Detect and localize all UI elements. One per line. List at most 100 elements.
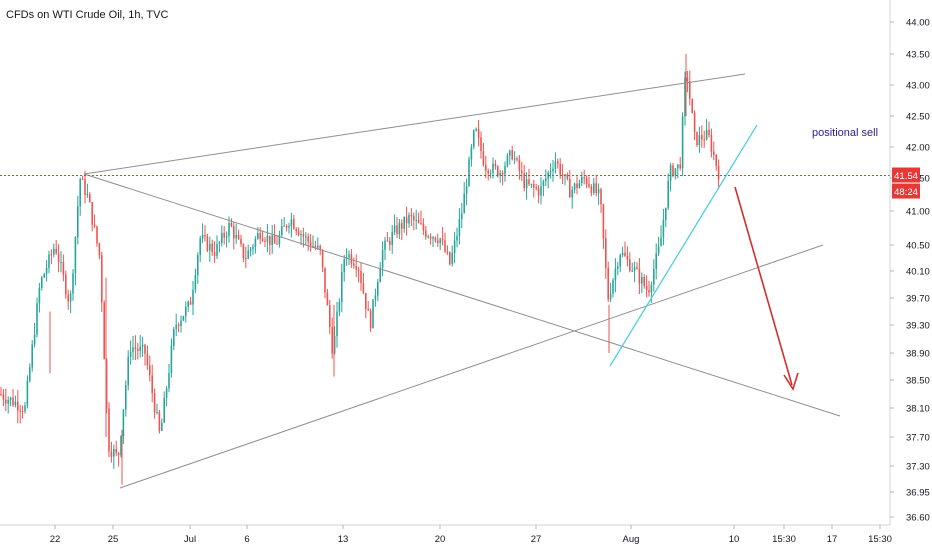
candle-body [588, 183, 590, 187]
candle-body [585, 178, 588, 184]
candle [273, 224, 276, 244]
candle [2, 389, 5, 407]
y-tick-label: 37.30 [906, 462, 930, 473]
candle [523, 164, 525, 192]
candle [264, 237, 266, 248]
candle [247, 244, 249, 260]
candle-body [381, 249, 384, 268]
candle-body [405, 216, 408, 224]
candle-body [43, 273, 45, 278]
candle [669, 162, 672, 192]
candle [89, 192, 91, 203]
candle [65, 270, 67, 299]
candle [312, 235, 314, 248]
y-tick-label: 43.00 [906, 81, 930, 92]
candle-body [74, 237, 77, 274]
candle-body [696, 131, 698, 145]
candle [475, 127, 477, 132]
y-tick-label: 42.50 [906, 112, 930, 123]
candle-body [571, 189, 573, 198]
candle [139, 335, 141, 358]
x-tick-label: 15:30 [772, 534, 796, 545]
candle [413, 212, 415, 231]
candle [643, 274, 645, 289]
candle-body [677, 164, 679, 169]
candle [482, 142, 485, 167]
candle [168, 363, 170, 393]
candle-body [386, 240, 389, 242]
candle-body [717, 166, 720, 180]
candle-body [269, 235, 271, 246]
x-tick-label: Aug [623, 534, 640, 545]
candle-body [557, 161, 559, 164]
candle-body [53, 248, 55, 255]
candle-body [122, 409, 125, 437]
y-tick-label: 40.50 [906, 241, 930, 252]
candle [189, 296, 192, 306]
candle [372, 299, 374, 329]
candle-body [420, 222, 422, 224]
candle [667, 173, 669, 211]
upper-trendline [83, 73, 746, 175]
candle-body [281, 226, 283, 236]
candle [432, 236, 434, 248]
candle-body [396, 225, 398, 235]
candle-body [681, 116, 684, 169]
candle-body [698, 135, 701, 145]
candle-body [401, 223, 403, 229]
candle [516, 156, 518, 162]
candle-body [415, 219, 417, 221]
candle [434, 236, 437, 243]
candle-body [9, 397, 12, 400]
candle-body [521, 170, 523, 174]
candle [235, 223, 237, 244]
candle [470, 143, 473, 167]
candle-body [187, 301, 189, 307]
candle [216, 235, 218, 260]
candle [624, 241, 626, 258]
candle-body [129, 351, 132, 357]
candle-body [403, 216, 405, 229]
candle-body [79, 178, 81, 207]
candle [377, 279, 379, 302]
candle [369, 308, 372, 332]
candle [506, 153, 509, 168]
candle-body [84, 178, 86, 196]
candle [182, 315, 185, 322]
candle [252, 243, 254, 255]
candle [297, 227, 300, 237]
candle [336, 301, 338, 348]
candle [12, 389, 14, 408]
candle-body [631, 270, 633, 272]
candle-body [456, 235, 458, 241]
candle-body [374, 295, 377, 300]
candle-body [290, 219, 293, 226]
candle-body [194, 274, 197, 290]
candle [240, 234, 242, 247]
candle-body [653, 268, 655, 285]
candle-body [708, 129, 710, 136]
candle-body [511, 150, 513, 160]
candle-body [134, 347, 137, 350]
candle [655, 243, 657, 280]
candle [473, 129, 475, 150]
candle-body [247, 250, 249, 259]
candle [165, 386, 168, 407]
candle [557, 158, 559, 169]
candle-body [614, 268, 617, 281]
candle [45, 260, 48, 282]
candle [333, 326, 336, 355]
candle [365, 292, 367, 318]
candle-body [473, 130, 475, 147]
candle-body [619, 255, 621, 267]
candle [33, 322, 36, 348]
candle-body [377, 282, 379, 296]
candle [422, 218, 425, 236]
candle-body [633, 267, 636, 271]
candle-body [235, 235, 237, 239]
candle-body [516, 158, 518, 160]
candles [0, 54, 720, 485]
y-tick-label: 43.50 [906, 50, 930, 61]
candle-body [434, 237, 437, 241]
candle [38, 283, 41, 313]
